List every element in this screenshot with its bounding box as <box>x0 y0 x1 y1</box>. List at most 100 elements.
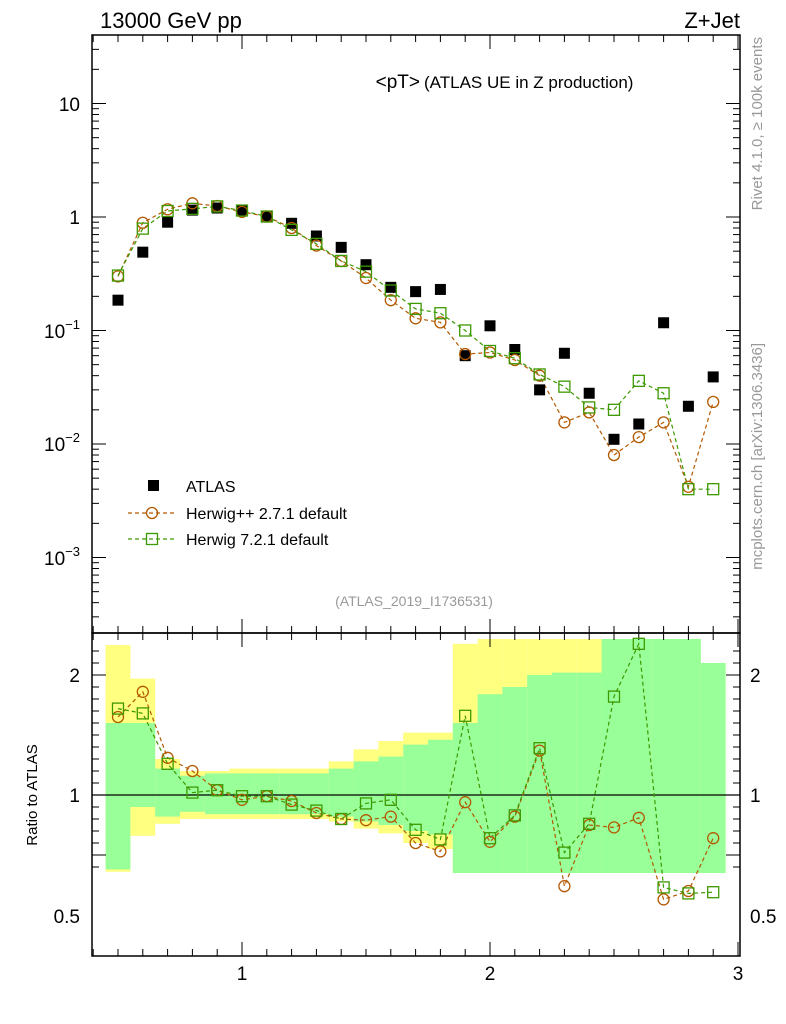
process-label: Z+Jet <box>684 8 740 33</box>
herwigpp-point <box>434 316 447 329</box>
ratio-tick-label-1-left: 1 <box>69 786 80 807</box>
herwig7-point <box>111 269 125 282</box>
ratio-tick-label-2-right: 2 <box>750 666 761 687</box>
herwig7-point <box>682 483 695 496</box>
atlas-point <box>558 347 570 359</box>
atlas-point <box>410 286 422 298</box>
ratio-tick-label-2-left: 2 <box>69 666 80 687</box>
ratio-herwig7-point <box>409 823 422 836</box>
atlas-point <box>658 317 670 329</box>
herwig7-line <box>117 205 714 490</box>
herwig7-point <box>558 380 571 393</box>
herwigpp-line <box>117 202 714 489</box>
band-inner-bin <box>254 773 280 815</box>
herwigpp-point <box>335 254 348 268</box>
atlas-point <box>360 259 372 271</box>
band-inner-bin <box>601 639 627 873</box>
ratio-herwig7-point <box>508 809 521 822</box>
ratio-herwigpp-point <box>186 764 199 778</box>
atlas-point <box>682 400 694 412</box>
title-sub: (ATLAS UE in Z production) <box>424 73 633 92</box>
ratio-herwig7-point <box>335 812 348 826</box>
ratio-herwig7-point <box>186 786 199 799</box>
band-inner-bin <box>130 723 156 807</box>
ratio-herwig7-point <box>657 881 670 894</box>
ratio-herwig7-point <box>161 757 174 770</box>
x-tick-labels: 1 2 3 <box>237 964 744 985</box>
herwig7-point <box>632 374 645 388</box>
band-inner-bin <box>576 672 602 873</box>
ratio-y-axis <box>92 650 740 868</box>
mcplots-label: mcplots.cern.ch [arXiv:1306.3436] <box>749 343 766 570</box>
band-inner-bin <box>204 773 230 815</box>
band-inner-bin <box>676 639 701 873</box>
herwig7-point <box>533 368 546 381</box>
ratio-herwigpp-point <box>657 893 670 906</box>
herwig7-point <box>285 223 298 237</box>
band-inner-bin <box>403 744 428 831</box>
ratio-herwig7-point <box>533 742 546 755</box>
ratio-herwig7-point <box>384 793 397 806</box>
y-tick-label-1e-3: 10−3 <box>44 544 80 570</box>
herwigpp-point <box>409 312 422 325</box>
main-data-layer <box>111 197 720 496</box>
atlas-point <box>186 204 198 216</box>
ratio-herwig7-point <box>211 784 224 797</box>
ratio-herwigpp-point <box>359 814 373 827</box>
ratio-y-tick-labels: 2 1 0.5 2 1 0.5 <box>54 666 777 928</box>
herwigpp-point <box>607 448 621 462</box>
atlas-point <box>261 211 273 223</box>
atlas-point <box>162 216 174 228</box>
herwig7-point <box>260 210 273 223</box>
herwigpp-point <box>211 199 224 213</box>
band-inner-bin <box>279 773 304 815</box>
herwigpp-point <box>111 270 125 283</box>
ratio-axis-label: Ratio to ATLAS <box>24 744 41 845</box>
herwig7-point <box>434 307 447 320</box>
herwigpp-point <box>558 416 571 429</box>
ratio-herwigpp-point <box>409 836 422 850</box>
atlas-point <box>534 384 546 396</box>
energy-label: 13000 GeV pp <box>100 8 242 33</box>
band-inner-bin <box>502 687 528 873</box>
ratio-herwig7-point <box>632 637 645 650</box>
atlas-point <box>459 350 471 362</box>
band-inner-bin <box>552 672 577 873</box>
ratio-herwigpp-point <box>558 880 571 893</box>
herwig7-point <box>310 237 323 251</box>
band-inner-bin <box>328 768 354 817</box>
band-inner-bin <box>428 739 453 835</box>
atlas-point <box>310 230 322 242</box>
atlas-point <box>211 202 223 214</box>
ratio-tick-label-05-left: 0.5 <box>54 907 80 928</box>
rivet-version-label: Rivet 4.1.0, ≥ 100k events <box>749 37 766 210</box>
herwig7-point <box>459 324 472 337</box>
legend-herwigpp-marker <box>145 506 159 520</box>
band-inner-bin <box>378 756 404 825</box>
ratio-herwig7-point <box>434 833 447 846</box>
atlas-point <box>286 217 298 229</box>
herwigpp-point <box>657 416 670 429</box>
herwig7-point <box>657 387 670 400</box>
ratio-herwig7-point <box>682 887 695 900</box>
ratio-data-layer <box>111 637 720 906</box>
y-tick-label-10: 10 <box>59 95 80 116</box>
ratio-herwigpp-point <box>434 845 447 858</box>
band-inner-bin <box>105 723 131 870</box>
herwig7-point <box>335 254 348 268</box>
atlas-point <box>137 246 149 258</box>
ratio-herwigpp-point <box>707 832 720 845</box>
ratio-tick-label-1-right: 1 <box>750 786 761 807</box>
herwigpp-point <box>682 480 695 493</box>
ratio-herwig7-point <box>310 804 323 817</box>
title-main: <pT> <box>376 72 420 93</box>
band-inner-bin <box>626 639 652 873</box>
ratio-herwig7-line <box>117 641 714 895</box>
legend-atlas-label: ATLAS <box>186 479 236 496</box>
ratio-herwig7-point <box>111 702 125 715</box>
band-inner-bin <box>651 639 676 873</box>
ratio-herwig7-point <box>285 798 298 811</box>
herwig7-point <box>607 403 621 416</box>
atlas-point <box>335 241 347 253</box>
